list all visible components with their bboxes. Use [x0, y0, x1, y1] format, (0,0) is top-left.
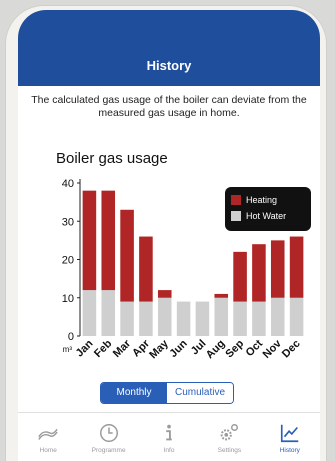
bar-hot-water [270, 297, 285, 336]
bar-hot-water [176, 301, 191, 336]
page-title: History [146, 58, 192, 73]
x-tick-label: Jan [74, 337, 96, 359]
legend-swatch-heating [231, 195, 241, 205]
y-tick-label: 40 [62, 178, 74, 190]
x-tick-label: Dec [280, 338, 303, 361]
bar-heating [101, 190, 116, 291]
legend-label-heating: Heating [246, 195, 278, 205]
y-tick-label: 30 [62, 216, 74, 228]
x-tick-label: Feb [92, 337, 115, 360]
bar-heating [139, 236, 153, 302]
bar-hot-water [120, 301, 134, 336]
x-tick-label: Oct [244, 337, 266, 359]
header: History [18, 10, 320, 86]
bar-heating [120, 209, 134, 302]
info-icon [166, 424, 172, 441]
bar-hot-water [195, 301, 210, 336]
x-tick-label: Aug [204, 338, 228, 362]
home-icon [38, 428, 58, 440]
x-tick-label: Mar [111, 337, 134, 360]
bar-hot-water [289, 297, 304, 336]
bar-heating [252, 244, 266, 302]
period-toggle: Monthly Cumulative [100, 382, 234, 404]
bar-heating [157, 290, 172, 298]
tab-history[interactable]: History [260, 413, 320, 461]
usage-notice: The calculated gas usage of the boiler c… [31, 94, 307, 119]
cumulative-button[interactable]: Cumulative [167, 383, 233, 403]
history-chart-icon [280, 424, 299, 443]
legend-item-heating: Heating [231, 192, 305, 208]
chart-title: Boiler gas usage [56, 150, 168, 167]
tab-bar: Home Programme Info [18, 412, 320, 461]
bar-hot-water [252, 301, 266, 336]
bar-heating [82, 190, 97, 291]
tab-home-label: Home [39, 447, 57, 454]
bar-heating [289, 236, 304, 298]
monthly-button[interactable]: Monthly [101, 383, 167, 403]
tab-home[interactable]: Home [18, 413, 78, 461]
y-tick-label: 20 [62, 255, 74, 267]
x-tick-label: May [147, 337, 171, 361]
bar-heating [214, 293, 229, 298]
y-tick-label: 10 [62, 293, 74, 305]
bar-hot-water [82, 290, 97, 336]
x-tick-label: Apr [130, 337, 152, 359]
x-tick-label: Sep [223, 337, 246, 360]
bar-hot-water [101, 290, 116, 336]
bar-heating [233, 251, 247, 302]
phone-screen: History The calculated gas usage of the … [18, 10, 320, 461]
tab-settings-label: Settings [217, 447, 242, 454]
tab-info[interactable]: Info [139, 413, 199, 461]
bar-hot-water [157, 297, 172, 336]
y-axis-unit-label: m³ [63, 345, 73, 354]
device-frame: History The calculated gas usage of the … [6, 6, 326, 461]
bar-hot-water [214, 297, 229, 336]
x-tick-label: Nov [261, 337, 285, 361]
legend-item-hot-water: Hot Water [231, 208, 305, 224]
bar-heating [270, 240, 285, 298]
chart-legend: Heating Hot Water [225, 187, 311, 231]
tab-history-label: History [279, 447, 300, 454]
clock-icon [99, 424, 118, 442]
tab-programme-label: Programme [91, 447, 126, 454]
legend-label-hot-water: Hot Water [246, 211, 287, 221]
tab-programme[interactable]: Programme [78, 413, 138, 461]
tab-info-label: Info [163, 447, 175, 454]
bar-hot-water [233, 301, 247, 336]
gear-icon [221, 424, 239, 441]
bar-hot-water [139, 301, 153, 336]
legend-swatch-hot-water [231, 211, 241, 221]
y-tick-label: 0 [68, 331, 74, 343]
tab-settings[interactable]: Settings [199, 413, 259, 461]
x-tick-label: Jun [167, 337, 190, 360]
